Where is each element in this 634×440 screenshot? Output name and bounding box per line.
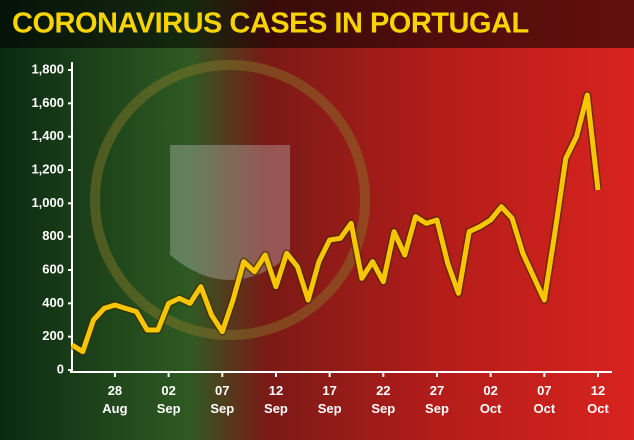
x-tick-label: 28 Aug [102,383,127,416]
y-tick-label: 0 [57,361,64,376]
y-tick-label: 400 [42,295,64,310]
x-tick-label: 07 Sep [210,383,234,416]
x-tick-label: 27 Sep [425,383,449,416]
y-tick-label: 1,800 [31,61,64,76]
line [70,92,601,355]
y-tick-label: 1,200 [31,161,64,176]
x-tick-label: 07 Oct [533,383,555,416]
y-tick-label: 200 [42,328,64,343]
x-tick-label: 02 Sep [157,383,181,416]
x-tick-label: 02 Oct [480,383,502,416]
x-tick-label: 22 Sep [371,383,395,416]
y-tick-label: 600 [42,261,64,276]
y-tick-label: 1,000 [31,195,64,210]
emblem [90,60,370,340]
title-band [0,0,634,48]
shield [170,145,290,280]
y-tick-label: 1,400 [31,128,64,143]
y-tick-label: 1,600 [31,95,64,110]
x-tick-label: 12 Oct [587,383,609,416]
y-tick-label: 800 [42,228,64,243]
chart-title: CORONAVIRUS CASES IN PORTUGAL [12,8,529,40]
x-tick-label: 17 Sep [318,383,342,416]
x-tick-label: 12 Sep [264,383,288,416]
